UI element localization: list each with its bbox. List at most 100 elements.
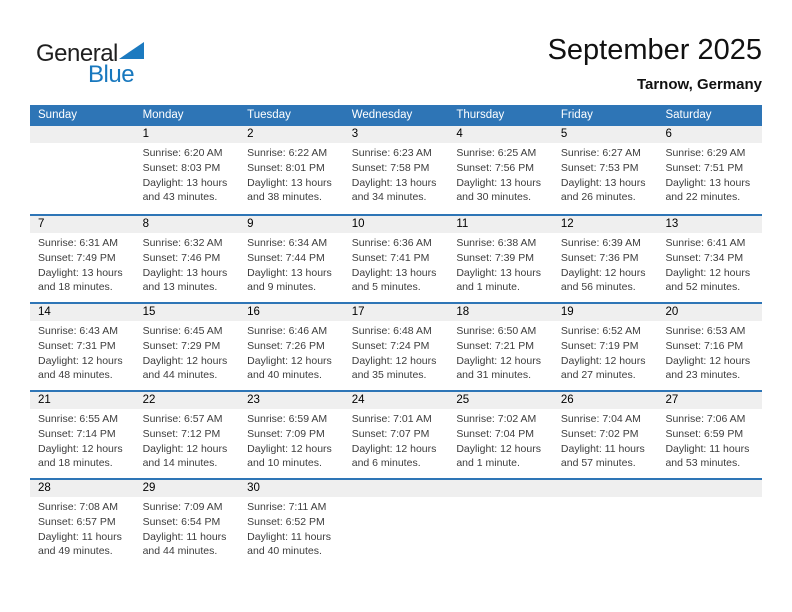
day-info-line: Sunset: 7:29 PM — [142, 339, 221, 352]
day-info-line: and 18 minutes. — [38, 457, 113, 470]
day-info-line: Sunset: 6:59 PM — [665, 427, 744, 440]
day-details-band: Sunrise: 6:55 AM Sunset: 7:14 PM Daylight:… — [30, 409, 762, 471]
day-info-line: Sunrise: 6:20 AM — [142, 147, 223, 159]
day-info-line: and 52 minutes. — [665, 281, 741, 294]
day-cell-info: Sunrise: 7:06 AM Sunset: 6:59 PM Daylight:… — [657, 409, 762, 471]
empty-day-number — [448, 480, 553, 497]
day-number: 21 — [38, 394, 51, 406]
day-info-line: and 57 minutes. — [560, 457, 636, 470]
day-info-line: Daylight: 13 hours — [247, 266, 332, 279]
day-number: 18 — [456, 306, 470, 318]
day-number: 14 — [38, 306, 51, 318]
day-info-line: Sunrise: 7:11 AM — [247, 501, 327, 513]
day-info-line: Daylight: 12 hours — [142, 354, 228, 367]
day-number: 29 — [142, 482, 156, 494]
day-number: 4 — [456, 128, 463, 140]
day-details-band: Sunrise: 6:20 AM Sunset: 8:03 PM Daylight:… — [30, 143, 762, 205]
day-info-line: and 34 minutes. — [351, 191, 427, 204]
day-cell-info: Sunrise: 6:34 AM Sunset: 7:44 PM Daylight:… — [239, 233, 344, 295]
day-cell-info: Sunrise: 7:09 AM Sunset: 6:54 PM Daylight:… — [135, 497, 240, 559]
logo-triangle-icon — [118, 40, 144, 64]
week-row: 7 8 9 10 11 12 13 Sunrise: 6:31 AM Sunset: 7:49 … — [30, 214, 762, 302]
day-info-line: and 26 minutes. — [560, 191, 636, 204]
day-info-line: Sunset: 7:16 PM — [665, 339, 744, 352]
day-info-line: Daylight: 13 hours — [351, 266, 437, 279]
day-cell-info: Sunrise: 6:27 AM Sunset: 7:53 PM Daylight:… — [553, 143, 658, 205]
day-info-line: Sunset: 7:21 PM — [456, 339, 534, 352]
day-number: 27 — [665, 394, 679, 406]
day-info-line: Sunrise: 6:36 AM — [351, 237, 432, 249]
title-block: September 2025 Tarnow, Germany — [548, 33, 762, 93]
day-cell-info: Sunrise: 6:59 AM Sunset: 7:09 PM Daylight:… — [239, 409, 344, 471]
day-info-line: Daylight: 12 hours — [665, 354, 751, 367]
day-info-line: Sunset: 6:57 PM — [38, 515, 116, 528]
day-info-line: Sunset: 7:26 PM — [247, 339, 325, 352]
day-number: 7 — [38, 218, 45, 230]
day-info-line: Sunset: 7:19 PM — [560, 339, 639, 352]
day-cell-info: Sunrise: 6:41 AM Sunset: 7:34 PM Daylight:… — [657, 233, 762, 295]
day-cell-info: Sunrise: 7:08 AM Sunset: 6:57 PM Daylight:… — [30, 497, 135, 559]
day-number: 11 — [456, 218, 469, 230]
day-info-line: and 38 minutes. — [247, 191, 322, 204]
day-info-line: Daylight: 12 hours — [456, 354, 541, 367]
day-info-line: Sunset: 7:07 PM — [351, 427, 430, 440]
day-info-line: Daylight: 12 hours — [560, 354, 646, 367]
day-cell-info: Sunrise: 6:57 AM Sunset: 7:12 PM Daylight:… — [135, 409, 240, 471]
day-number: 26 — [560, 394, 574, 406]
date-number-band: 21 22 23 24 25 26 27 — [30, 392, 762, 409]
day-info-line: Daylight: 11 hours — [247, 530, 332, 543]
day-info-line: Sunrise: 7:02 AM — [456, 413, 537, 425]
day-cell-info: Sunrise: 6:32 AM Sunset: 7:46 PM Daylight:… — [135, 233, 240, 295]
day-info-line: and 6 minutes. — [351, 457, 421, 470]
day-number: 8 — [142, 218, 149, 230]
day-number: 12 — [560, 218, 574, 230]
day-info-line: Sunrise: 6:38 AM — [456, 237, 537, 249]
empty-day-cell — [448, 497, 553, 559]
day-cell-info: Sunrise: 6:38 AM Sunset: 7:39 PM Daylight:… — [448, 233, 553, 295]
day-number: 22 — [142, 394, 156, 406]
day-info-line: and 48 minutes. — [38, 369, 113, 382]
day-number: 2 — [247, 128, 254, 140]
day-info-line: and 22 minutes. — [665, 191, 741, 204]
day-number: 30 — [247, 482, 260, 494]
day-info-line: Daylight: 12 hours — [38, 354, 123, 367]
day-info-line: Sunrise: 6:39 AM — [560, 237, 641, 249]
page-title: September 2025 — [547, 34, 762, 66]
day-info-line: Sunset: 7:53 PM — [560, 161, 639, 174]
week-row: 21 22 23 24 25 26 27 Sunrise: 6:55 AM Sunset: 7:… — [30, 390, 762, 478]
day-cell-info: Sunrise: 7:04 AM Sunset: 7:02 PM Daylight:… — [553, 409, 658, 471]
day-info-line: Daylight: 13 hours — [38, 266, 123, 279]
empty-day-number — [657, 480, 762, 497]
day-info-line: Sunrise: 6:29 AM — [665, 147, 746, 159]
day-cell-info: Sunrise: 6:25 AM Sunset: 7:56 PM Daylight:… — [448, 143, 553, 205]
day-number: 23 — [247, 394, 260, 406]
day-cell-info: Sunrise: 6:39 AM Sunset: 7:36 PM Daylight:… — [553, 233, 658, 295]
day-info-line: and 5 minutes. — [351, 281, 421, 294]
weekday-header: Thursday — [456, 109, 505, 121]
day-info-line: Daylight: 13 hours — [665, 176, 751, 189]
day-cell-info: Sunrise: 7:11 AM Sunset: 6:52 PM Daylight:… — [239, 497, 344, 559]
weekday-header: Sunday — [38, 109, 78, 121]
day-info-line: Daylight: 13 hours — [142, 176, 228, 189]
day-info-line: Daylight: 13 hours — [456, 266, 541, 279]
day-info-line: Sunset: 7:58 PM — [351, 161, 430, 174]
day-info-line: and 44 minutes. — [142, 369, 218, 382]
day-info-line: Sunrise: 7:01 AM — [351, 413, 432, 425]
day-info-line: Sunset: 8:03 PM — [142, 161, 221, 174]
date-number-band: 1 2 3 4 5 6 — [30, 126, 762, 143]
day-info-line: Sunset: 7:49 PM — [38, 251, 116, 264]
day-info-line: Daylight: 13 hours — [247, 176, 332, 189]
day-info-line: and 1 minute. — [456, 457, 520, 470]
day-info-line: Daylight: 12 hours — [38, 442, 123, 455]
logo-text-blue: Blue — [88, 61, 135, 88]
day-info-line: Sunset: 6:54 PM — [142, 515, 221, 528]
day-info-line: Sunrise: 6:45 AM — [142, 325, 223, 337]
calendar-weeks: 1 2 3 4 5 6 Sunrise: 6:20 AM Sunset: 8:03 PM Day… — [30, 126, 762, 566]
day-info-line: Sunrise: 6:22 AM — [247, 147, 328, 159]
day-number: 6 — [665, 128, 672, 140]
day-cell-info: Sunrise: 6:48 AM Sunset: 7:24 PM Daylight:… — [344, 321, 449, 383]
location-subtitle: Tarnow, Germany — [636, 76, 762, 93]
day-cell-info: Sunrise: 6:55 AM Sunset: 7:14 PM Daylight:… — [30, 409, 135, 471]
day-info-line: and 27 minutes. — [560, 369, 636, 382]
day-cell-info: Sunrise: 6:20 AM Sunset: 8:03 PM Daylight:… — [135, 143, 240, 205]
